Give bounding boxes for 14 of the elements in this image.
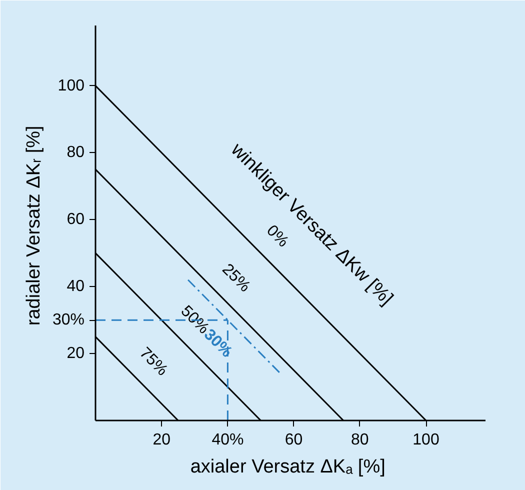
y-tick-label: 80 — [66, 144, 85, 162]
x-axis-title: axialer Versatz ΔKₐ [%] — [190, 456, 386, 478]
y-axis-title: radialer Versatz ΔKᵣ [%] — [23, 126, 44, 326]
y-tick-label: 20 — [66, 345, 85, 362]
text: 0% — [263, 222, 292, 251]
y-tick-label: 100 — [58, 77, 85, 94]
x-tick-label: 40% — [212, 432, 244, 448]
x-tick-label: 60 — [284, 432, 303, 448]
x-tick-label: 20 — [152, 432, 171, 448]
y-tick-label: 40 — [66, 278, 85, 296]
x-tick-label: 80 — [351, 432, 369, 448]
x-tick-label: 100 — [412, 432, 440, 448]
y-tick-label: 60 — [66, 211, 85, 228]
y-tick-label: 30% — [52, 312, 85, 329]
